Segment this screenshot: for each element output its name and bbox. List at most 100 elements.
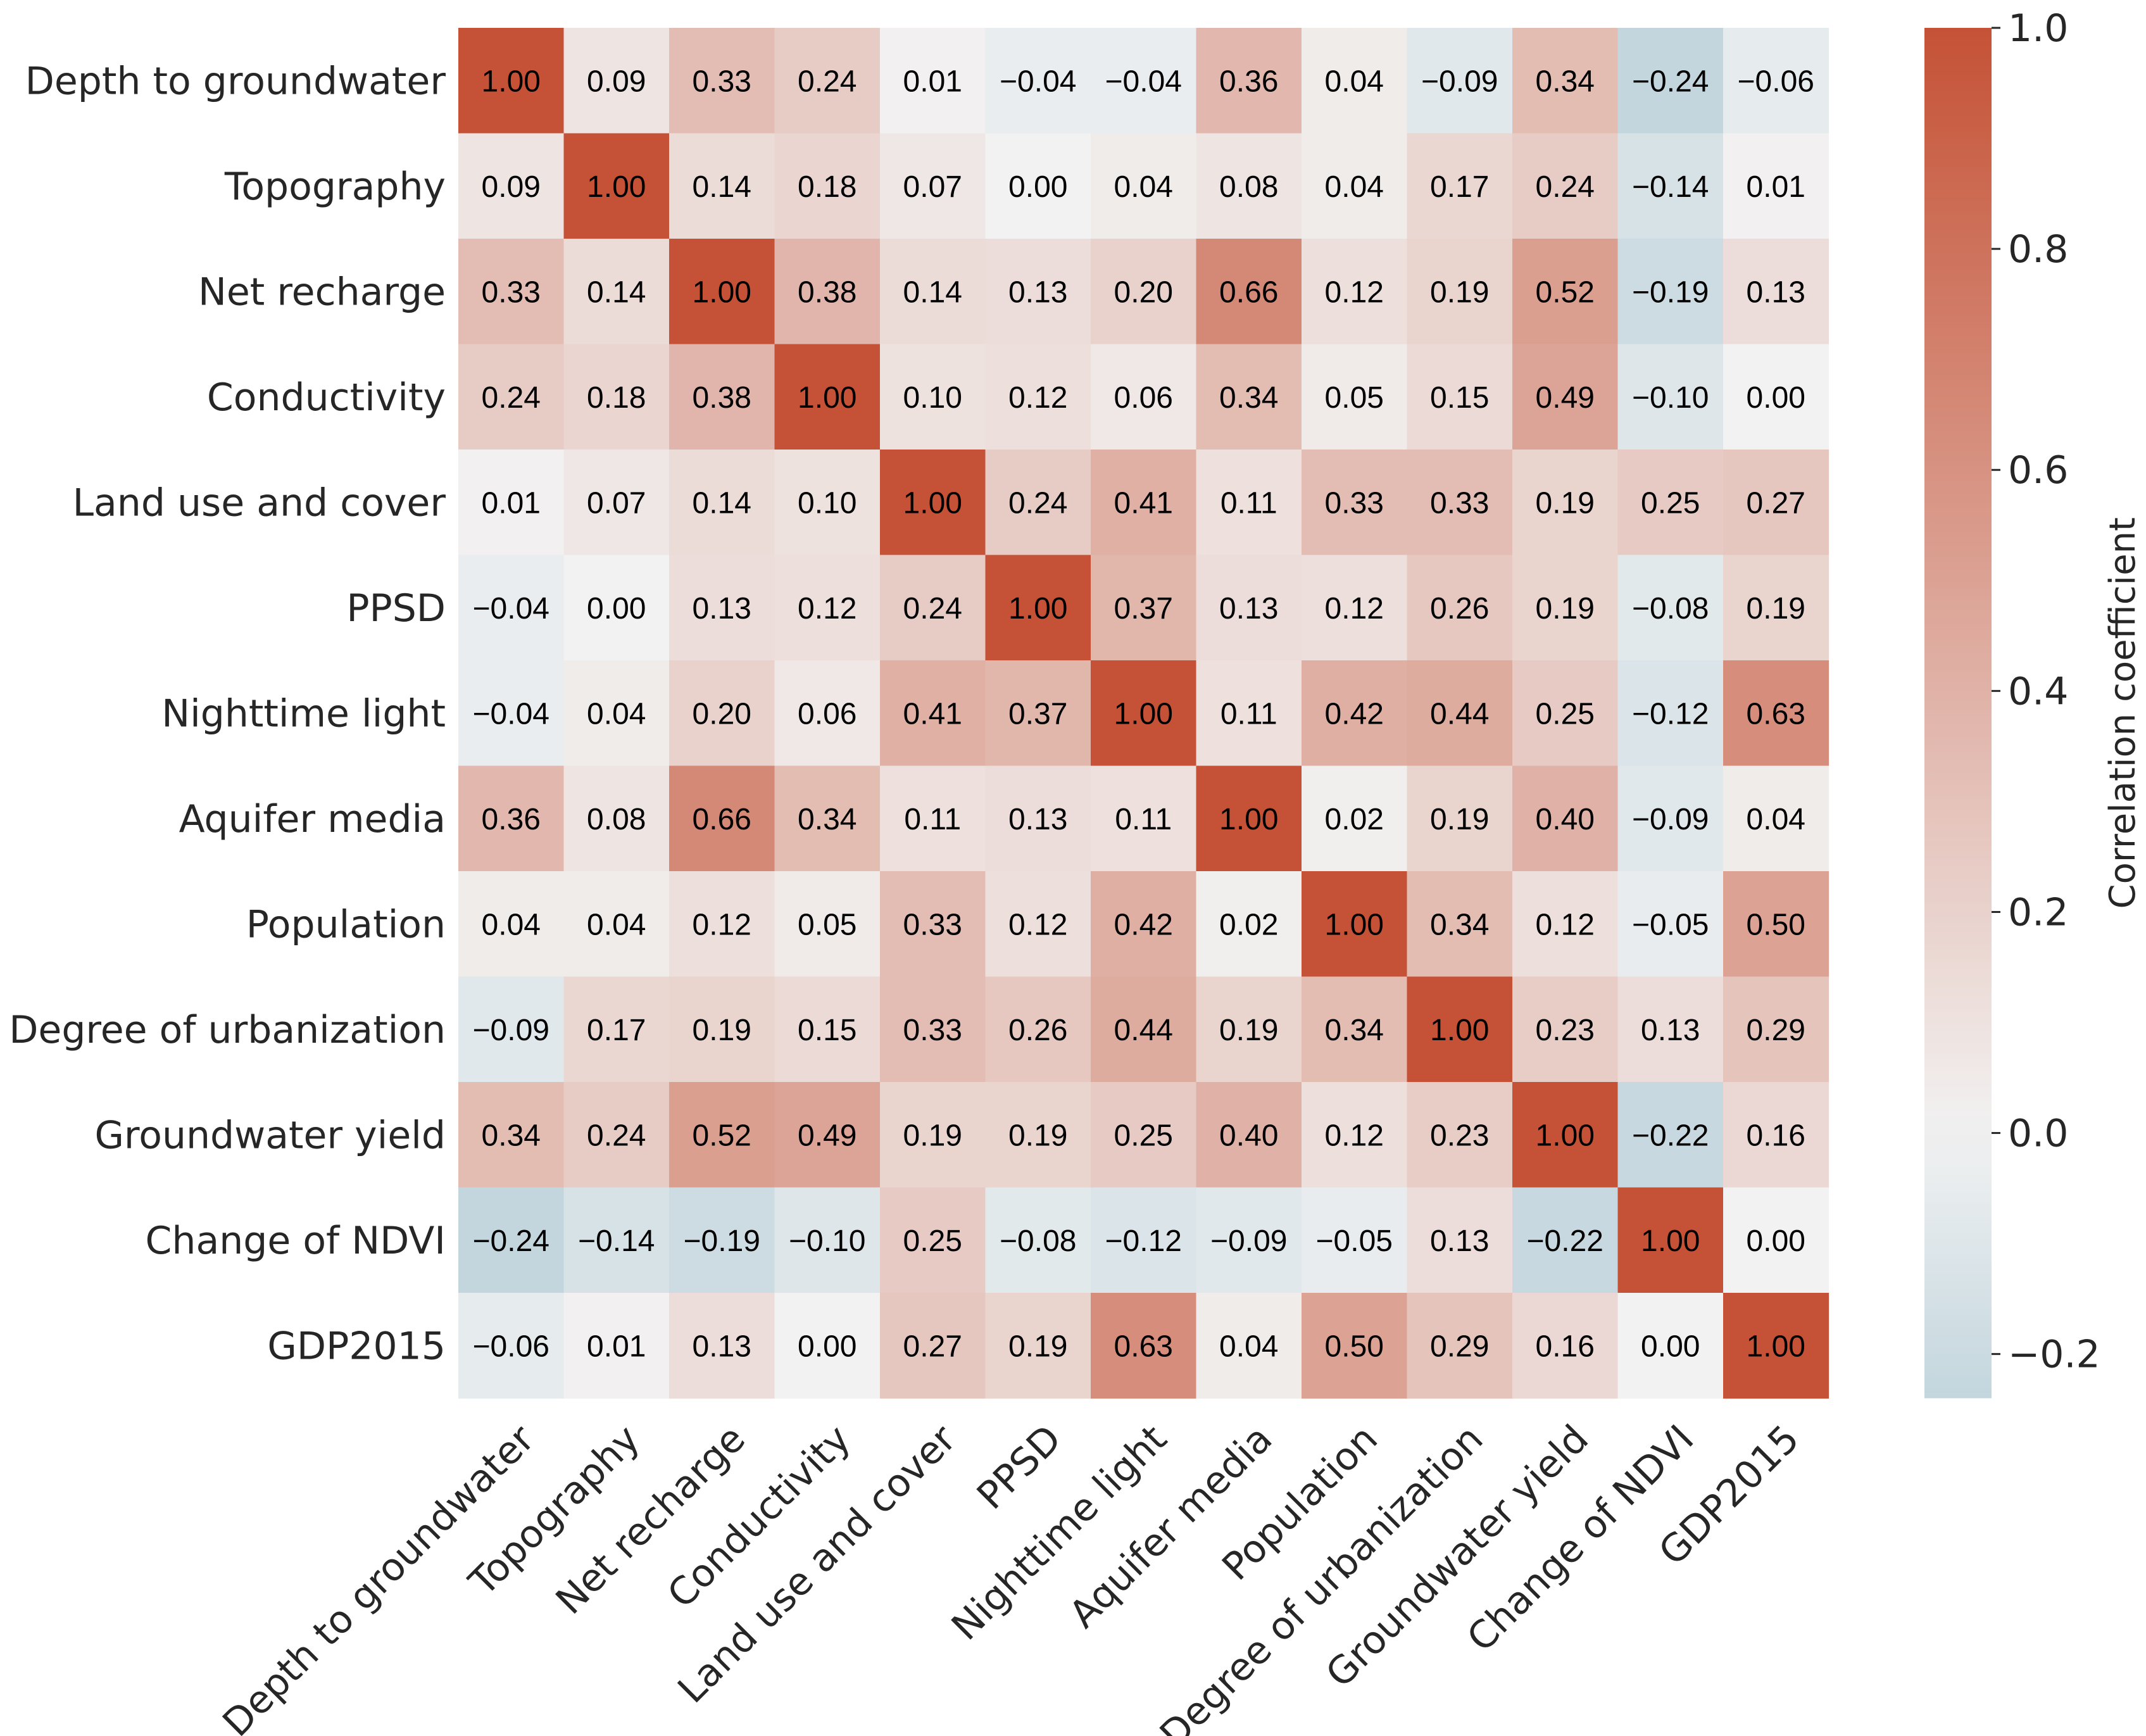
cell-value-8-11: −0.05 [1632,908,1709,941]
cell-value-5-3: 0.12 [798,592,857,626]
heatmap-cell-3-3 [774,344,881,450]
heatmap-cell-2-0 [458,239,565,345]
heatmap-cell-7-3 [774,765,881,872]
heatmap-cell-11-1 [563,1187,670,1293]
cell-value-6-11: −0.12 [1632,697,1709,731]
heatmap-cell-4-1 [563,450,670,556]
heatmap-cell-10-1 [563,1082,670,1188]
cell-value-10-0: 0.34 [482,1119,541,1152]
heatmap-cell-0-6 [1091,28,1197,134]
heatmap-cell-5-10 [1512,555,1619,661]
heatmap-cell-5-3 [774,555,881,661]
cell-value-2-3: 0.38 [798,275,857,309]
cell-value-5-11: −0.08 [1632,592,1709,626]
cell-value-7-1: 0.08 [587,803,646,836]
cell-value-0-7: 0.36 [1219,65,1278,98]
cell-value-6-9: 0.44 [1430,697,1489,731]
cell-value-2-9: 0.19 [1430,275,1489,309]
heatmap-cell-11-3 [774,1187,881,1293]
heatmap-cell-5-9 [1407,555,1513,661]
heatmap-cell-5-1 [563,555,670,661]
cell-value-1-9: 0.17 [1430,170,1489,204]
heatmap-cell-5-12 [1723,555,1829,661]
heatmap-cell-9-12 [1723,976,1829,1083]
cell-value-3-9: 0.15 [1430,381,1489,415]
heatmap-cell-8-7 [1196,871,1302,978]
cell-value-0-8: 0.04 [1325,65,1384,98]
cell-value-8-8: 1.00 [1325,908,1384,941]
x-label-net-recharge: Net recharge [548,1417,754,1623]
heatmap-cell-7-7 [1196,765,1302,872]
heatmap-cell-6-8 [1302,660,1408,767]
heatmap-cell-12-3 [774,1293,881,1399]
heatmap-cell-1-0 [458,133,565,239]
heatmap-cell-10-4 [880,1082,986,1188]
heatmap-cell-6-6 [1091,660,1197,767]
cell-value-8-5: 0.12 [1008,908,1067,941]
cell-value-3-6: 0.06 [1114,381,1173,415]
heatmap-cell-8-6 [1091,871,1197,978]
cell-value-4-10: 0.19 [1536,486,1595,520]
cell-value-2-12: 0.13 [1747,275,1805,309]
heatmap-cell-2-11 [1617,239,1724,345]
heatmap-cell-2-2 [669,239,775,345]
heatmap-cell-4-6 [1091,450,1197,556]
heatmap-cell-6-1 [563,660,670,767]
heatmap-cell-9-1 [563,976,670,1083]
heatmap-cell-11-7 [1196,1187,1302,1293]
cell-value-11-1: −0.14 [578,1224,655,1258]
y-label-nighttime-light: Nighttime light [161,691,446,736]
heatmap-cell-8-11 [1617,871,1724,978]
heatmap-cell-4-11 [1617,450,1724,556]
cell-value-6-4: 0.41 [903,697,962,731]
heatmap-cell-6-5 [985,660,1091,767]
cell-value-5-10: 0.19 [1536,592,1595,626]
cell-value-1-4: 0.07 [903,170,962,204]
heatmap-cell-2-12 [1723,239,1829,345]
heatmap-cell-7-11 [1617,765,1724,872]
heatmap-cell-1-2 [669,133,775,239]
cell-value-7-0: 0.36 [482,803,541,836]
cell-value-6-10: 0.25 [1536,697,1595,731]
heatmap-cell-2-7 [1196,239,1302,345]
heatmap-cell-7-1 [563,765,670,872]
heatmap-cell-9-3 [774,976,881,1083]
cell-value-10-6: 0.25 [1114,1119,1173,1152]
y-label-land-use-and-cover: Land use and cover [73,481,446,525]
cell-value-12-2: 0.13 [693,1330,751,1363]
cell-value-0-5: −0.04 [1000,65,1076,98]
cell-value-0-12: −0.06 [1738,65,1814,98]
heatmap-cell-3-10 [1512,344,1619,450]
cell-value-1-10: 0.24 [1536,170,1595,204]
heatmap-cell-1-9 [1407,133,1513,239]
y-label-conductivity: Conductivity [207,375,446,420]
cell-value-9-9: 1.00 [1430,1014,1489,1047]
heatmap-cell-1-3 [774,133,881,239]
cell-value-3-1: 0.18 [587,381,646,415]
heatmap-cell-10-2 [669,1082,775,1188]
cell-value-2-1: 0.14 [587,275,646,309]
cell-value-9-4: 0.33 [903,1014,962,1047]
heatmap-cell-12-0 [458,1293,565,1399]
heatmap-cell-6-9 [1407,660,1513,767]
heatmap-cell-3-12 [1723,344,1829,450]
heatmap-cell-6-3 [774,660,881,767]
heatmap-cell-6-10 [1512,660,1619,767]
colorbar-gradient [1924,28,1992,1399]
cell-value-10-10: 1.00 [1536,1119,1595,1152]
cell-value-11-3: −0.10 [789,1224,865,1258]
heatmap-cell-4-7 [1196,450,1302,556]
cell-value-9-6: 0.44 [1114,1014,1173,1047]
cell-value-5-2: 0.13 [693,592,751,626]
cell-value-6-8: 0.42 [1325,697,1384,731]
cell-value-10-8: 0.12 [1325,1119,1384,1152]
cell-value-11-9: 0.13 [1430,1224,1489,1258]
heatmap-cell-5-0 [458,555,565,661]
heatmap-cells [458,28,1829,1399]
heatmap-cell-8-3 [774,871,881,978]
cell-value-11-2: −0.19 [684,1224,760,1258]
heatmap-cell-5-5 [985,555,1091,661]
cell-value-6-1: 0.04 [587,697,646,731]
cell-value-2-11: −0.19 [1632,275,1709,309]
cell-value-8-7: 0.02 [1219,908,1278,941]
